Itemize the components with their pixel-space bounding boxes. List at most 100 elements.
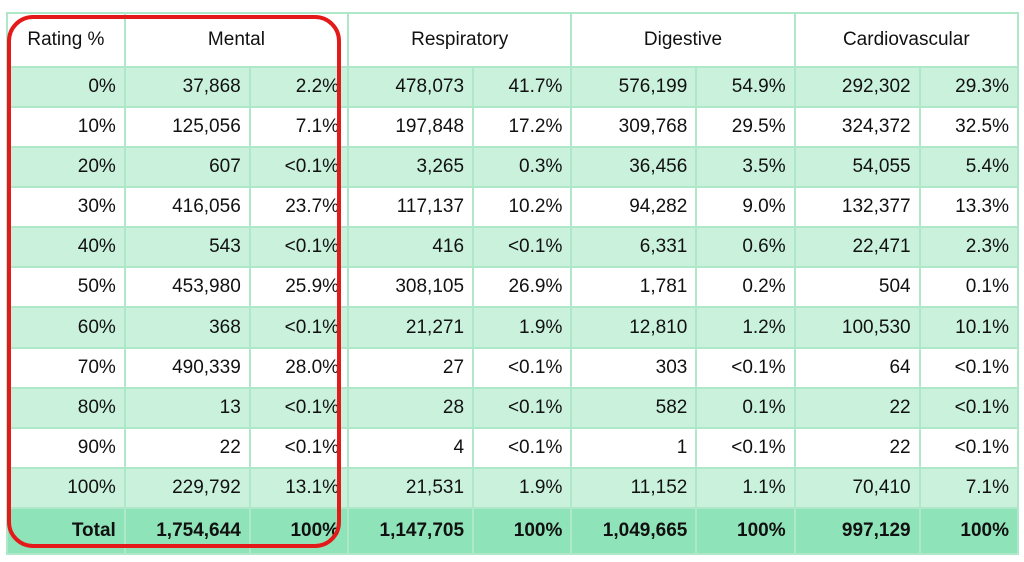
table-row: 100% 229,792 13.1% 21,531 1.9% 11,152 1.1% 70,4… — [8, 468, 1017, 507]
data-cell: 3,265 — [349, 148, 473, 187]
data-cell: 22 — [125, 428, 249, 467]
data-cell: <0.1% — [920, 348, 1017, 387]
data-cell: 9.0% — [697, 188, 794, 227]
total-cell: 100% — [474, 509, 571, 553]
data-cell: 453,980 — [125, 268, 249, 307]
data-cell: 1.2% — [697, 308, 794, 347]
data-cell: 23.7% — [250, 188, 348, 227]
table-row: 0% 37,868 2.2% 478,073 41.7% 576,199 54.9% 292,… — [8, 68, 1017, 107]
data-cell: 368 — [125, 308, 249, 347]
data-cell: 21,271 — [349, 308, 473, 347]
data-cell: 10.2% — [474, 188, 571, 227]
rating-cell: 100% — [8, 468, 124, 507]
data-cell: 64 — [795, 348, 919, 387]
data-cell: 6,331 — [572, 228, 696, 267]
data-cell: 1.1% — [697, 468, 794, 507]
data-cell: 504 — [795, 268, 919, 307]
data-cell: 32.5% — [920, 108, 1017, 147]
data-cell: <0.1% — [474, 348, 571, 387]
data-cell: 1 — [572, 428, 696, 467]
table-body: 0% 37,868 2.2% 478,073 41.7% 576,199 54.9% 292,… — [8, 68, 1017, 507]
data-cell: 22 — [795, 388, 919, 427]
rating-cell: 80% — [8, 388, 124, 427]
data-cell: 28.0% — [250, 348, 348, 387]
data-cell: 13.1% — [250, 468, 348, 507]
table-row: 90% 22 <0.1% 4 <0.1% 1 <0.1% 22 <0.1% — [8, 428, 1017, 467]
disability-rating-table-container: Rating % Mental Respiratory Digestive Ca… — [6, 12, 1019, 555]
data-cell: <0.1% — [474, 428, 571, 467]
data-cell: 17.2% — [474, 108, 571, 147]
data-cell: 1.9% — [474, 468, 571, 507]
rating-cell: 0% — [8, 68, 124, 107]
data-cell: 21,531 — [349, 468, 473, 507]
data-cell: 309,768 — [572, 108, 696, 147]
data-cell: 0.6% — [697, 228, 794, 267]
data-cell: 29.3% — [920, 68, 1017, 107]
data-cell: 582 — [572, 388, 696, 427]
data-cell: 3.5% — [697, 148, 794, 187]
data-cell: 2.3% — [920, 228, 1017, 267]
data-cell: 197,848 — [349, 108, 473, 147]
data-cell: 478,073 — [349, 68, 473, 107]
table-row: 30% 416,056 23.7% 117,137 10.2% 94,282 9.0% 132… — [8, 188, 1017, 227]
header-respiratory: Respiratory — [349, 14, 571, 66]
table-row: 60% 368 <0.1% 21,271 1.9% 12,810 1.2% 100,530 10… — [8, 308, 1017, 347]
rating-cell: 10% — [8, 108, 124, 147]
data-cell: 607 — [125, 148, 249, 187]
table-row: 50% 453,980 25.9% 308,105 26.9% 1,781 0.2% 504 0… — [8, 268, 1017, 307]
disability-rating-table: Rating % Mental Respiratory Digestive Ca… — [6, 12, 1019, 555]
data-cell: 543 — [125, 228, 249, 267]
data-cell: 4 — [349, 428, 473, 467]
data-cell: 7.1% — [250, 108, 348, 147]
data-cell: 416 — [349, 228, 473, 267]
data-cell: 22 — [795, 428, 919, 467]
total-cell: 997,129 — [795, 509, 919, 553]
rating-cell: 30% — [8, 188, 124, 227]
data-cell: 576,199 — [572, 68, 696, 107]
data-cell: 29.5% — [697, 108, 794, 147]
data-cell: 10.1% — [920, 308, 1017, 347]
total-cell: 1,754,644 — [125, 509, 249, 553]
data-cell: 54.9% — [697, 68, 794, 107]
rating-cell: 50% — [8, 268, 124, 307]
data-cell: 0.2% — [697, 268, 794, 307]
data-cell: 1.9% — [474, 308, 571, 347]
data-cell: 13.3% — [920, 188, 1017, 227]
data-cell: <0.1% — [474, 388, 571, 427]
data-cell: <0.1% — [474, 228, 571, 267]
data-cell: 229,792 — [125, 468, 249, 507]
data-cell: 13 — [125, 388, 249, 427]
data-cell: 490,339 — [125, 348, 249, 387]
data-cell: 26.9% — [474, 268, 571, 307]
data-cell: 132,377 — [795, 188, 919, 227]
rating-cell: 70% — [8, 348, 124, 387]
table-row: 20% 607 <0.1% 3,265 0.3% 36,456 3.5% 54,055 5.4% — [8, 148, 1017, 187]
data-cell: 303 — [572, 348, 696, 387]
total-cell: 1,147,705 — [349, 509, 473, 553]
total-row: Total 1,754,644 100% 1,147,705 100% 1,04… — [8, 509, 1017, 553]
data-cell: 37,868 — [125, 68, 249, 107]
data-cell: <0.1% — [250, 428, 348, 467]
data-cell: 7.1% — [920, 468, 1017, 507]
data-cell: <0.1% — [920, 428, 1017, 467]
data-cell: 28 — [349, 388, 473, 427]
total-cell: 100% — [920, 509, 1017, 553]
data-cell: 1,781 — [572, 268, 696, 307]
data-cell: 22,471 — [795, 228, 919, 267]
data-cell: 324,372 — [795, 108, 919, 147]
table-row: 40% 543 <0.1% 416 <0.1% 6,331 0.6% 22,471 2.3% — [8, 228, 1017, 267]
data-cell: 292,302 — [795, 68, 919, 107]
data-cell: 0.1% — [920, 268, 1017, 307]
rating-cell: 40% — [8, 228, 124, 267]
data-cell: 54,055 — [795, 148, 919, 187]
data-cell: 100,530 — [795, 308, 919, 347]
total-cell: 1,049,665 — [572, 509, 696, 553]
header-digestive: Digestive — [572, 14, 794, 66]
data-cell: 36,456 — [572, 148, 696, 187]
data-cell: 25.9% — [250, 268, 348, 307]
data-cell: 27 — [349, 348, 473, 387]
data-cell: 0.3% — [474, 148, 571, 187]
data-cell: <0.1% — [697, 428, 794, 467]
header-row: Rating % Mental Respiratory Digestive Ca… — [8, 14, 1017, 66]
total-label: Total — [8, 509, 124, 553]
